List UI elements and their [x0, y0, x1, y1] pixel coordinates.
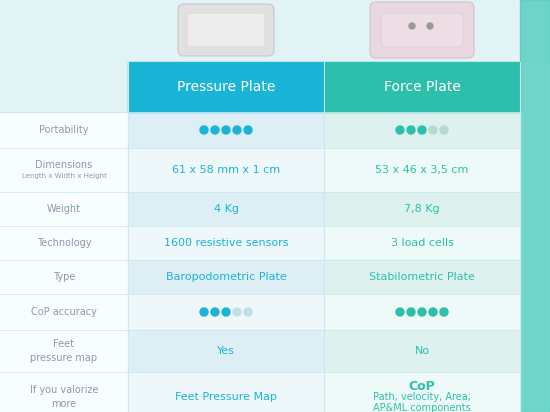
- Bar: [0, 192, 128, 226]
- Bar: [0, 330, 128, 372]
- Circle shape: [211, 308, 219, 316]
- Text: Stabilometric Plate: Stabilometric Plate: [369, 272, 475, 282]
- Text: Yes: Yes: [217, 346, 235, 356]
- Bar: [128, 192, 324, 226]
- Bar: [324, 62, 520, 112]
- Bar: [324, 330, 520, 372]
- Text: No: No: [415, 346, 430, 356]
- Bar: [324, 112, 520, 148]
- Text: Pressure Plate: Pressure Plate: [177, 80, 275, 94]
- Text: Weight: Weight: [47, 204, 81, 214]
- Circle shape: [396, 126, 404, 134]
- Text: 53 x 46 x 3,5 cm: 53 x 46 x 3,5 cm: [375, 165, 469, 175]
- Text: 1600 resistive sensors: 1600 resistive sensors: [164, 238, 288, 248]
- Circle shape: [429, 308, 437, 316]
- Bar: [128, 148, 324, 192]
- Text: Feet Pressure Map: Feet Pressure Map: [175, 392, 277, 402]
- Bar: [0, 148, 128, 192]
- Text: Portability: Portability: [39, 125, 89, 135]
- Text: Force Plate: Force Plate: [383, 80, 460, 94]
- Text: 3 load cells: 3 load cells: [390, 238, 453, 248]
- Text: Path, velocity, Area;: Path, velocity, Area;: [373, 392, 471, 402]
- Bar: [128, 372, 324, 412]
- Bar: [0, 112, 128, 148]
- Bar: [128, 226, 324, 260]
- Circle shape: [233, 308, 241, 316]
- Circle shape: [440, 308, 448, 316]
- Bar: [520, 0, 550, 412]
- Circle shape: [440, 126, 448, 134]
- Bar: [324, 294, 520, 330]
- FancyBboxPatch shape: [381, 13, 463, 47]
- Circle shape: [429, 126, 437, 134]
- Text: Dimensions: Dimensions: [35, 160, 92, 170]
- Text: AP&ML components: AP&ML components: [373, 403, 471, 412]
- Text: 7,8 Kg: 7,8 Kg: [404, 204, 440, 214]
- Circle shape: [233, 126, 241, 134]
- Text: CoP: CoP: [409, 379, 436, 393]
- Bar: [128, 294, 324, 330]
- FancyBboxPatch shape: [187, 13, 265, 47]
- Bar: [0, 226, 128, 260]
- Circle shape: [427, 23, 433, 29]
- Bar: [0, 62, 128, 112]
- Bar: [128, 260, 324, 294]
- Circle shape: [396, 308, 404, 316]
- Text: Length x Width x Height: Length x Width x Height: [21, 173, 107, 179]
- Bar: [324, 260, 520, 294]
- Text: CoP accuracy: CoP accuracy: [31, 307, 97, 317]
- Text: 4 Kg: 4 Kg: [213, 204, 239, 214]
- Circle shape: [222, 126, 230, 134]
- Bar: [0, 372, 128, 412]
- Circle shape: [418, 308, 426, 316]
- Circle shape: [244, 126, 252, 134]
- Bar: [324, 226, 520, 260]
- Circle shape: [200, 308, 208, 316]
- FancyBboxPatch shape: [370, 2, 474, 58]
- Text: Baropodometric Plate: Baropodometric Plate: [166, 272, 287, 282]
- Text: If you valorize
more: If you valorize more: [30, 385, 98, 409]
- Text: Type: Type: [53, 272, 75, 282]
- Bar: [128, 112, 324, 148]
- Text: Technology: Technology: [37, 238, 91, 248]
- Bar: [128, 62, 324, 112]
- Circle shape: [244, 308, 252, 316]
- Bar: [324, 148, 520, 192]
- FancyBboxPatch shape: [178, 4, 274, 56]
- Circle shape: [407, 126, 415, 134]
- Circle shape: [409, 23, 415, 29]
- Bar: [0, 294, 128, 330]
- Text: Feet
pressure map: Feet pressure map: [30, 339, 97, 363]
- Text: 61 x 58 mm x 1 cm: 61 x 58 mm x 1 cm: [172, 165, 280, 175]
- Circle shape: [200, 126, 208, 134]
- Circle shape: [211, 126, 219, 134]
- Bar: [0, 0, 550, 62]
- Circle shape: [222, 308, 230, 316]
- Bar: [324, 192, 520, 226]
- Bar: [0, 260, 128, 294]
- Circle shape: [418, 126, 426, 134]
- Bar: [128, 330, 324, 372]
- Bar: [324, 372, 520, 412]
- Circle shape: [407, 308, 415, 316]
